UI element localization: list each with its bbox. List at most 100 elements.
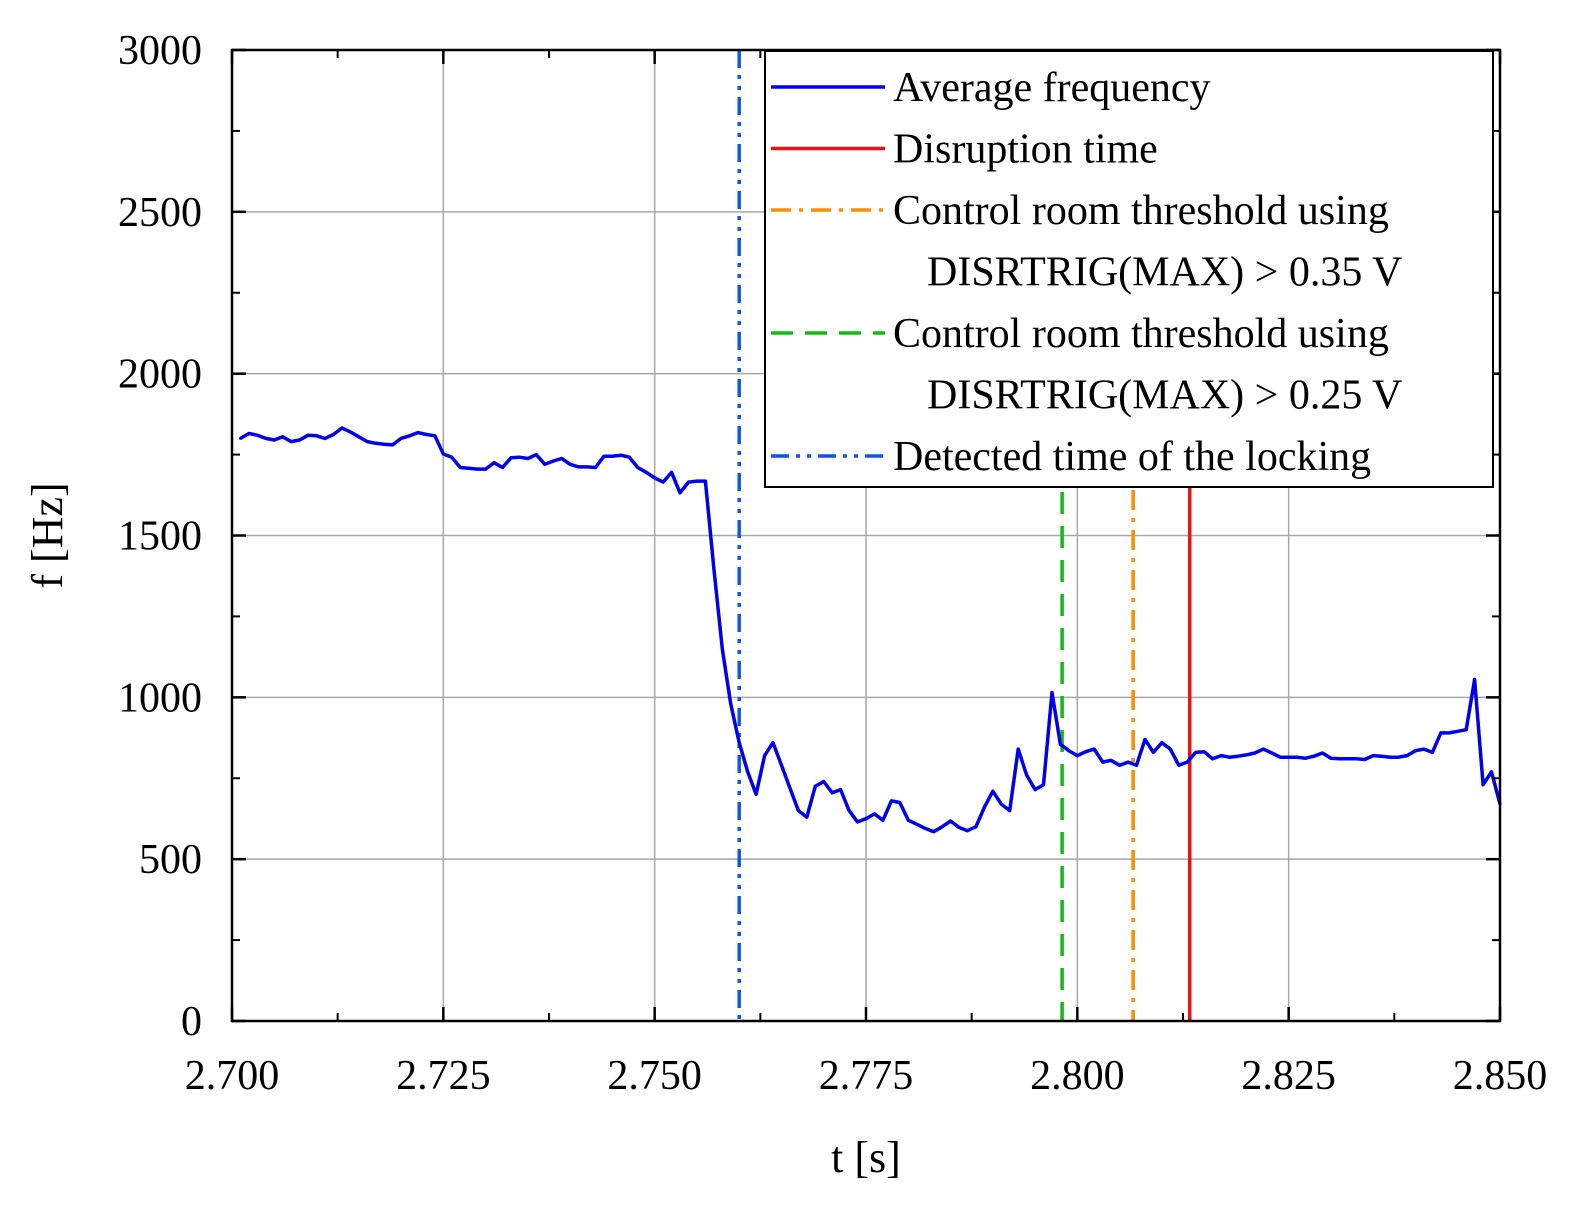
data-point [1354, 757, 1358, 761]
data-point [695, 479, 699, 483]
data-point [1456, 729, 1460, 733]
data-point [298, 438, 302, 442]
data-point [441, 452, 445, 456]
data-point [1414, 749, 1417, 753]
data-point [1050, 691, 1054, 694]
data-point [247, 432, 251, 435]
y-tick-label: 0 [181, 999, 202, 1045]
data-point [399, 436, 403, 440]
x-tick-label: 2.850 [1453, 1053, 1548, 1099]
data-point [1337, 757, 1341, 761]
data-point [1287, 755, 1291, 759]
data-point [965, 829, 969, 833]
x-tick-label: 2.750 [607, 1053, 702, 1099]
data-point [1346, 757, 1350, 761]
data-point [289, 440, 293, 444]
data-point [467, 466, 471, 470]
data-point [780, 763, 783, 767]
data-point [1363, 758, 1367, 761]
legend-label: Disruption time [893, 127, 1158, 173]
data-point [923, 826, 927, 830]
data-point [839, 788, 843, 792]
data-point [712, 566, 716, 570]
data-point [1304, 756, 1308, 760]
data-point [906, 818, 910, 822]
axis-ticks: 2.700 2.725 2.750 2.775 2.800 2.825 2.850 0 500 1… [118, 28, 1547, 1099]
data-point [382, 442, 386, 446]
x-tick-label: 2.775 [819, 1053, 914, 1099]
data-point [822, 780, 826, 783]
data-point [1405, 754, 1409, 758]
data-point [1321, 751, 1324, 755]
legend-label: Average frequency [893, 65, 1211, 111]
data-point [729, 702, 733, 706]
data-point [1075, 754, 1079, 758]
data-point [534, 453, 538, 457]
y-tick-label: 2500 [118, 190, 202, 236]
data-point [577, 465, 581, 469]
data-point [847, 809, 851, 813]
data-point [974, 825, 978, 829]
data-point [357, 435, 361, 439]
data-point [1278, 755, 1282, 759]
x-tick-label: 2.725 [396, 1053, 491, 1099]
data-point [661, 480, 665, 484]
data-point [331, 433, 335, 436]
data-point [1058, 742, 1062, 746]
data-point [813, 784, 817, 788]
data-point [1109, 758, 1113, 762]
data-point [517, 455, 521, 459]
data-point [602, 454, 606, 458]
data-point [864, 817, 868, 821]
legend: Average frequency Disruption time Control … [764, 50, 1494, 488]
data-point [1490, 770, 1493, 774]
data-point [408, 434, 411, 438]
data-point [1439, 731, 1443, 735]
data-point [585, 465, 589, 469]
data-point [1194, 750, 1198, 754]
data-point [433, 434, 437, 438]
data-point [1388, 755, 1392, 759]
data-point [594, 466, 597, 469]
data-point [1084, 750, 1088, 754]
data-point [1236, 754, 1240, 758]
data-point [1219, 754, 1223, 758]
legend-box [764, 50, 1494, 488]
data-point [1025, 773, 1029, 777]
data-point [484, 467, 488, 471]
data-point [1168, 747, 1172, 751]
data-point [949, 819, 952, 823]
data-point [1430, 750, 1434, 754]
data-point [873, 812, 876, 816]
data-point [1464, 728, 1468, 732]
data-point [703, 479, 707, 483]
data-point [644, 470, 648, 474]
data-point [627, 455, 631, 459]
data-point [1118, 763, 1122, 767]
data-point [1397, 755, 1401, 759]
data-point [687, 480, 690, 484]
x-tick-label: 2.700 [185, 1053, 280, 1099]
data-point [889, 799, 893, 803]
data-point [264, 436, 268, 440]
data-point [1253, 751, 1257, 755]
data-point [281, 435, 285, 439]
data-point [1371, 754, 1375, 758]
data-point [1126, 760, 1130, 764]
data-point [1092, 747, 1096, 751]
data-point [458, 466, 462, 469]
data-point [1160, 741, 1164, 745]
legend-label: DISRTRIG(MAX) > 0.25 V [927, 373, 1402, 419]
x-tick-label: 2.825 [1241, 1053, 1336, 1099]
data-point [763, 754, 767, 758]
data-point [1016, 747, 1020, 751]
data-point [1143, 737, 1147, 741]
data-point [475, 467, 479, 471]
data-point [1151, 750, 1155, 754]
y-tick-label: 2000 [118, 352, 202, 398]
data-point [991, 789, 995, 793]
data-point [940, 825, 944, 829]
y-tick-label: 1500 [118, 514, 202, 560]
data-point [881, 818, 885, 822]
series-layer [239, 426, 1502, 834]
